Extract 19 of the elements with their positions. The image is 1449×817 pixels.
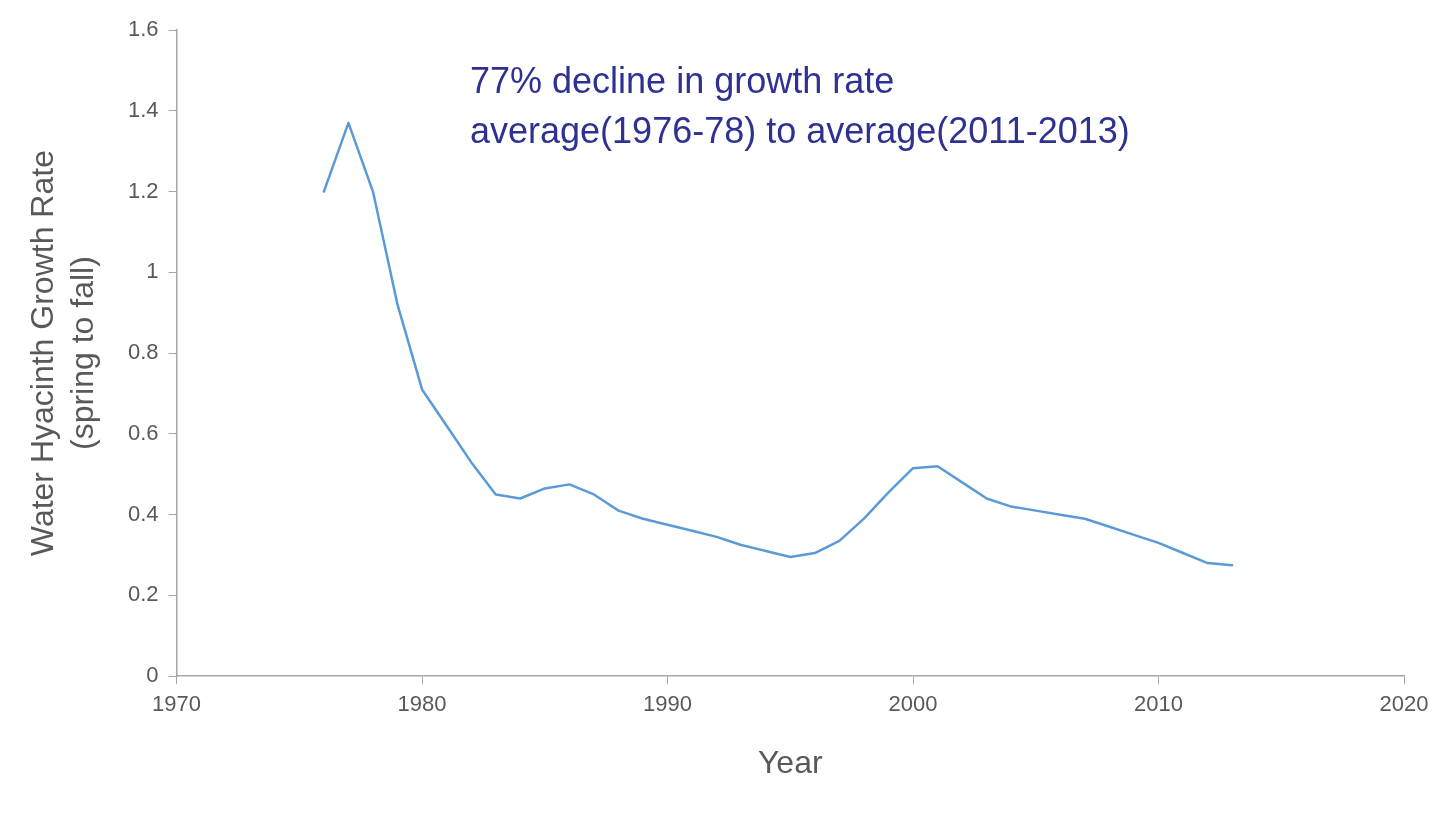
x-tick-label: 2020	[1379, 691, 1429, 717]
x-tick-label: 2000	[888, 691, 938, 717]
y-tick-label: 0.8	[127, 339, 159, 365]
x-axis-title: Year	[757, 743, 823, 780]
annotation: average(1976-78) to average(2011-2013)	[470, 109, 1130, 151]
y-tick-label: 0.2	[127, 581, 159, 607]
y-tick-label: 1.2	[127, 177, 159, 203]
y-tick-label: 1	[146, 258, 159, 284]
x-tick-label: 1990	[643, 691, 693, 717]
x-tick-label: 1980	[397, 691, 447, 717]
annotation: 77% decline in growth rate	[470, 59, 895, 101]
y-tick-label: 0.4	[127, 500, 159, 526]
x-tick-label: 2010	[1134, 691, 1183, 717]
y-axis-title: Water Hyacinth Growth Rate (spring to fall)	[23, 150, 100, 557]
y-tick-label: 0	[146, 662, 159, 688]
x-tick-label: 1970	[152, 691, 202, 717]
y-tick-label: 1.6	[127, 16, 159, 42]
y-tick-label: 0.6	[127, 419, 159, 445]
y-tick-label: 1.4	[127, 96, 159, 122]
